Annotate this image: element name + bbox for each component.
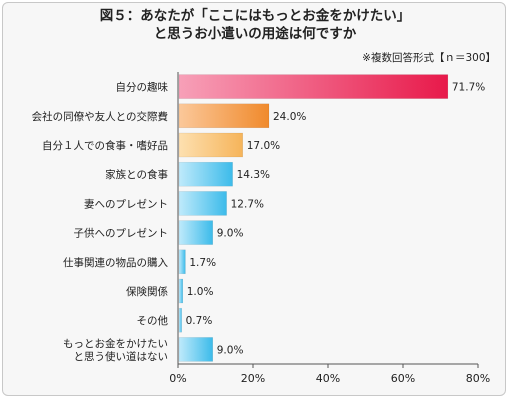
x-tick-label: 80% [466,372,490,385]
category-label: 自分の趣味 [116,81,169,94]
bar [178,307,182,333]
chart-frame [2,2,506,396]
category-label: 会社の同僚や友人との交際費 [32,110,168,123]
x-tick-label: 40% [316,372,340,385]
chart-title-line2: と思うお小遣いの用途は何ですか [153,26,357,42]
category-label: 妻へのプレゼント [84,197,168,210]
bar [178,220,213,245]
value-label: 1.7% [189,257,216,269]
value-label: 17.0% [247,140,280,152]
category-label: 保険関係 [126,285,168,298]
bar [178,278,183,304]
bar [178,249,186,275]
bar [178,191,227,216]
category-label: 子供へのプレゼント [74,227,169,240]
category-label: 自分１人での食事・嗜好品 [42,139,168,152]
x-tick-label: 0% [169,372,186,385]
value-label: 14.3% [237,169,270,181]
x-tick-label: 60% [391,372,415,385]
value-label: 0.7% [186,315,213,327]
value-label: 1.0% [187,286,214,298]
bar [178,74,449,99]
chart-title-line1: 図５：あなたが「ここにはもっとお金をかけたい」 [99,8,411,24]
x-tick-label: 20% [241,372,265,385]
value-label: 71.7% [452,82,485,94]
bar [178,161,233,187]
value-label: 9.0% [217,228,244,240]
value-label: 12.7% [231,198,264,210]
bar [178,132,243,158]
category-label: と思う使い道はない [74,350,169,363]
value-label: 9.0% [217,344,244,356]
category-label: 家族との食事 [105,168,168,181]
category-label: 仕事関連の物品の購入 [63,256,168,269]
category-label: その他 [137,314,169,327]
category-label: もっとお金をかけたい [63,337,168,350]
bar [178,103,270,129]
sample-note: ※複数回答形式【ｎ＝300】 [362,52,496,64]
bar [178,337,213,362]
value-label: 24.0% [273,111,306,123]
